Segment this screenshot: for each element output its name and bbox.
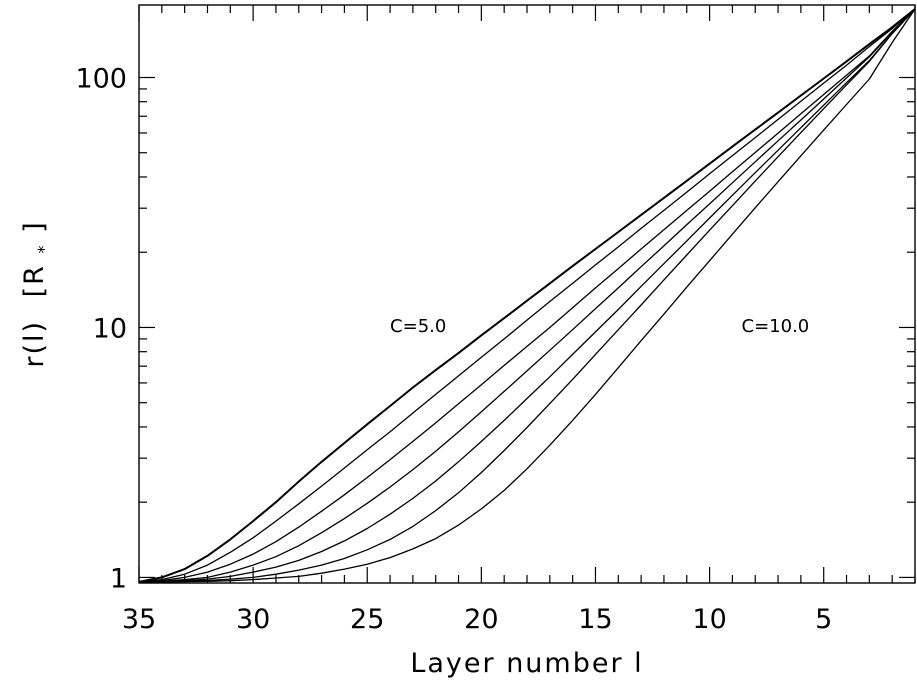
y-axis-title-close: ]	[19, 220, 50, 233]
series-line-1	[138, 8, 916, 583]
x-axis-title: Layer number l	[410, 648, 643, 679]
x-tick-label: 25	[350, 604, 384, 635]
series-line-6	[138, 8, 916, 583]
series-lines	[138, 8, 916, 583]
y-axis-title-main: r(l)	[19, 320, 50, 368]
y-tick-label: 1	[110, 563, 127, 594]
series-line-2	[138, 8, 916, 583]
x-tick-label: 30	[236, 604, 270, 635]
series-line-3	[138, 8, 916, 583]
series-line-7	[139, 8, 916, 583]
x-tick-label: 5	[815, 604, 832, 635]
x-tick-label: 15	[578, 604, 612, 635]
y-tick-label: 100	[75, 63, 127, 94]
annotation-c-10: C=10.0	[742, 316, 810, 337]
x-tick-label: 20	[464, 604, 498, 635]
annotation-c-5: C=5.0	[390, 316, 446, 337]
y-axis-title: r(l) [R * ]	[19, 220, 56, 367]
tick-labels: 35 30 25 20 15 10 5 1 10 100	[75, 63, 832, 635]
x-tick-label: 10	[692, 604, 726, 635]
y-axis-title-subscript: *	[34, 243, 53, 253]
axis-ticks	[138, 5, 916, 583]
series-line-5	[138, 8, 916, 583]
plot-frame	[138, 4, 916, 584]
y-axis-title-unit: [R	[19, 264, 50, 297]
y-tick-label: 10	[93, 313, 127, 344]
series-line-4	[138, 8, 916, 583]
x-tick-label: 35	[122, 604, 156, 635]
